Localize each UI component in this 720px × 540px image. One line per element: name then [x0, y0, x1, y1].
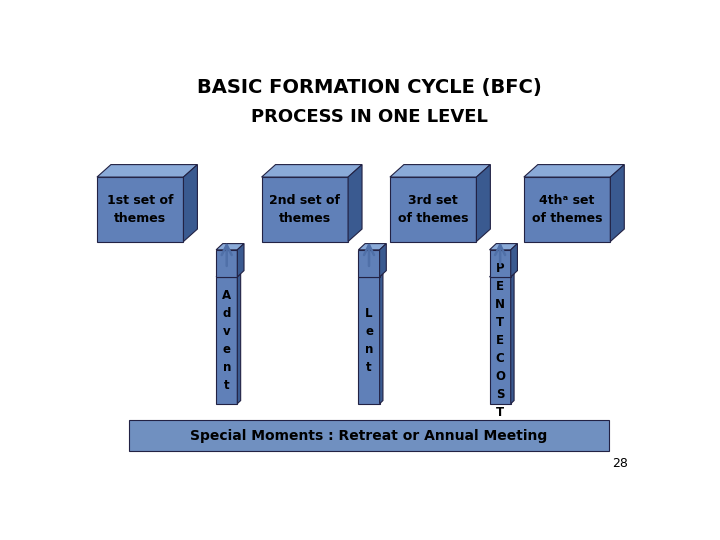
Polygon shape — [390, 165, 490, 177]
Text: 1st set of
themes: 1st set of themes — [107, 194, 174, 225]
Polygon shape — [216, 250, 238, 277]
Polygon shape — [359, 274, 383, 277]
Polygon shape — [238, 274, 240, 404]
Polygon shape — [510, 274, 514, 404]
Polygon shape — [216, 277, 238, 404]
Text: P
E
N
T
E
C
O
S
T: P E N T E C O S T — [495, 262, 505, 418]
Polygon shape — [359, 250, 379, 277]
Polygon shape — [359, 244, 387, 250]
Polygon shape — [379, 244, 387, 277]
Text: 28: 28 — [613, 457, 629, 470]
Text: 3rd set
of themes: 3rd set of themes — [398, 194, 469, 225]
Text: Special Moments : Retreat or Annual Meeting: Special Moments : Retreat or Annual Meet… — [190, 429, 548, 443]
Polygon shape — [97, 177, 184, 241]
Polygon shape — [97, 165, 197, 177]
Polygon shape — [510, 244, 518, 277]
Polygon shape — [490, 250, 510, 277]
Text: A
d
v
e
n
t: A d v e n t — [222, 289, 231, 392]
Polygon shape — [490, 244, 518, 250]
Polygon shape — [611, 165, 624, 241]
Text: 2nd set of
themes: 2nd set of themes — [269, 194, 341, 225]
Polygon shape — [477, 165, 490, 241]
Polygon shape — [524, 165, 624, 177]
Text: L
e
n
t: L e n t — [365, 307, 373, 374]
Polygon shape — [490, 274, 514, 277]
Polygon shape — [261, 177, 348, 241]
Polygon shape — [129, 420, 609, 451]
Text: 4thᵃ set
of themes: 4thᵃ set of themes — [532, 194, 603, 225]
Polygon shape — [238, 244, 244, 277]
Polygon shape — [390, 177, 477, 241]
Polygon shape — [359, 277, 379, 404]
Polygon shape — [379, 274, 383, 404]
Polygon shape — [348, 165, 362, 241]
Polygon shape — [184, 165, 197, 241]
Text: BASIC FORMATION CYCLE (BFC): BASIC FORMATION CYCLE (BFC) — [197, 78, 541, 97]
Text: PROCESS IN ONE LEVEL: PROCESS IN ONE LEVEL — [251, 108, 487, 126]
Polygon shape — [216, 244, 244, 250]
Polygon shape — [490, 277, 510, 404]
Polygon shape — [216, 274, 240, 277]
Polygon shape — [261, 165, 362, 177]
Polygon shape — [524, 177, 611, 241]
